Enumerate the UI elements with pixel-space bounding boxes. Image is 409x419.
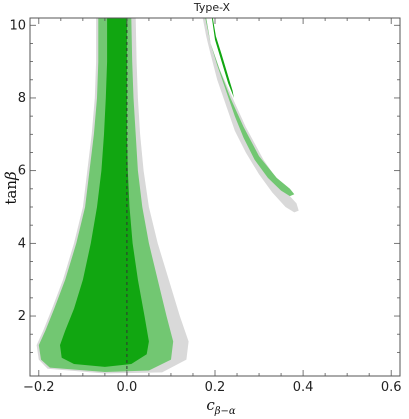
regions-layer — [36, 18, 299, 374]
y-axis-label: tanβ — [2, 171, 20, 205]
y-axis-label-greek: β — [2, 171, 20, 181]
x-tick-label: 0.2 — [205, 380, 226, 395]
x-axis-label: cβ−α — [206, 396, 236, 417]
y-axis-label-main: tan — [2, 180, 20, 205]
y-tick-label: 10 — [9, 18, 26, 33]
y-tick-label: 6 — [18, 164, 26, 179]
y-tick-label: 4 — [18, 236, 26, 251]
region-outer-right-band — [202, 18, 299, 213]
x-tick-label: 0.6 — [381, 380, 402, 395]
x-tick-label: 0.0 — [117, 380, 138, 395]
x-axis: −0.2 0.0 0.2 0.4 0.6 — [23, 18, 402, 395]
y-tick-label: 8 — [18, 91, 26, 106]
region-mid-right-band — [205, 18, 295, 197]
x-tick-label: −0.2 — [23, 380, 55, 395]
region-inner-left-band — [60, 18, 149, 367]
x-tick-label: 0.4 — [293, 380, 314, 395]
x-axis-label-main: c — [206, 396, 215, 414]
region-inner-right-band — [211, 18, 234, 98]
y-tick-label: 2 — [18, 309, 26, 324]
y-axis: 2 4 6 8 10 — [9, 18, 400, 353]
x-axis-label-subscript: β−α — [214, 406, 236, 417]
chart-title: Type-X — [193, 1, 231, 14]
